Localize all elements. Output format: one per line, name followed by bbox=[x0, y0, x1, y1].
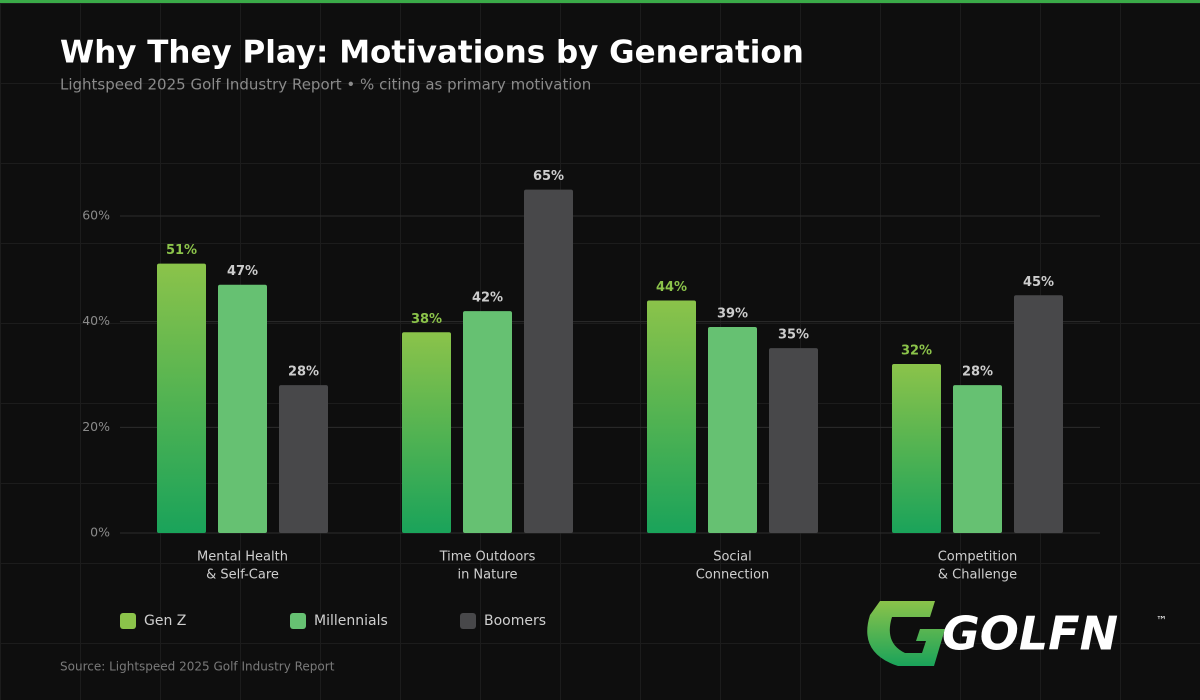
x-tick-label: & Self-Care bbox=[206, 568, 279, 583]
value-label: 32% bbox=[901, 343, 932, 358]
value-label: 42% bbox=[472, 291, 503, 306]
x-tick-label: & Challenge bbox=[938, 568, 1017, 583]
y-tick-label: 60% bbox=[82, 208, 110, 223]
bar bbox=[892, 363, 941, 533]
value-label: 39% bbox=[717, 306, 748, 321]
value-label: 51% bbox=[166, 243, 197, 258]
legend-label: Millennials bbox=[314, 613, 388, 629]
x-tick-label: Time Outdoors bbox=[439, 550, 536, 565]
logo-icon bbox=[867, 601, 945, 666]
value-label: 45% bbox=[1023, 275, 1054, 290]
x-tick-label: in Nature bbox=[457, 568, 517, 583]
y-tick-label: 0% bbox=[90, 525, 110, 540]
logo-trademark: ™ bbox=[1156, 614, 1167, 627]
bar bbox=[769, 348, 818, 533]
x-tick-label: Connection bbox=[696, 568, 770, 583]
y-tick-label: 20% bbox=[82, 419, 110, 434]
bar bbox=[708, 326, 757, 533]
value-label: 28% bbox=[962, 365, 993, 380]
x-tick-label: Social bbox=[713, 550, 752, 565]
value-label: 47% bbox=[227, 264, 258, 279]
bar bbox=[463, 311, 512, 533]
chart-subtitle: Lightspeed 2025 Golf Industry Report • %… bbox=[60, 76, 591, 94]
value-label: 65% bbox=[533, 169, 564, 184]
bar bbox=[524, 189, 573, 533]
chart: Why They Play: Motivations by Generation… bbox=[60, 35, 1167, 674]
value-label: 35% bbox=[778, 328, 809, 343]
value-label: 28% bbox=[288, 365, 319, 380]
legend-label: Gen Z bbox=[144, 613, 186, 629]
value-label: 44% bbox=[656, 280, 687, 295]
y-tick-label: 40% bbox=[82, 313, 110, 328]
chart-title: Why They Play: Motivations by Generation bbox=[60, 35, 804, 71]
legend-swatch bbox=[290, 613, 306, 629]
legend-swatch bbox=[460, 613, 476, 629]
bar bbox=[279, 385, 328, 533]
legend-swatch bbox=[120, 613, 136, 629]
x-tick-label: Competition bbox=[938, 550, 1018, 565]
bar bbox=[218, 284, 267, 533]
logo-text: GOLFN bbox=[942, 607, 1118, 661]
bar bbox=[1014, 295, 1063, 533]
bar bbox=[402, 332, 451, 533]
bar bbox=[953, 385, 1002, 533]
x-tick-label: Mental Health bbox=[197, 550, 288, 565]
bar bbox=[647, 300, 696, 533]
source-note: Source: Lightspeed 2025 Golf Industry Re… bbox=[60, 660, 335, 674]
bar bbox=[157, 263, 206, 533]
legend-label: Boomers bbox=[484, 613, 546, 629]
logo: GOLFN ™ bbox=[867, 601, 1167, 666]
value-label: 38% bbox=[411, 312, 442, 327]
